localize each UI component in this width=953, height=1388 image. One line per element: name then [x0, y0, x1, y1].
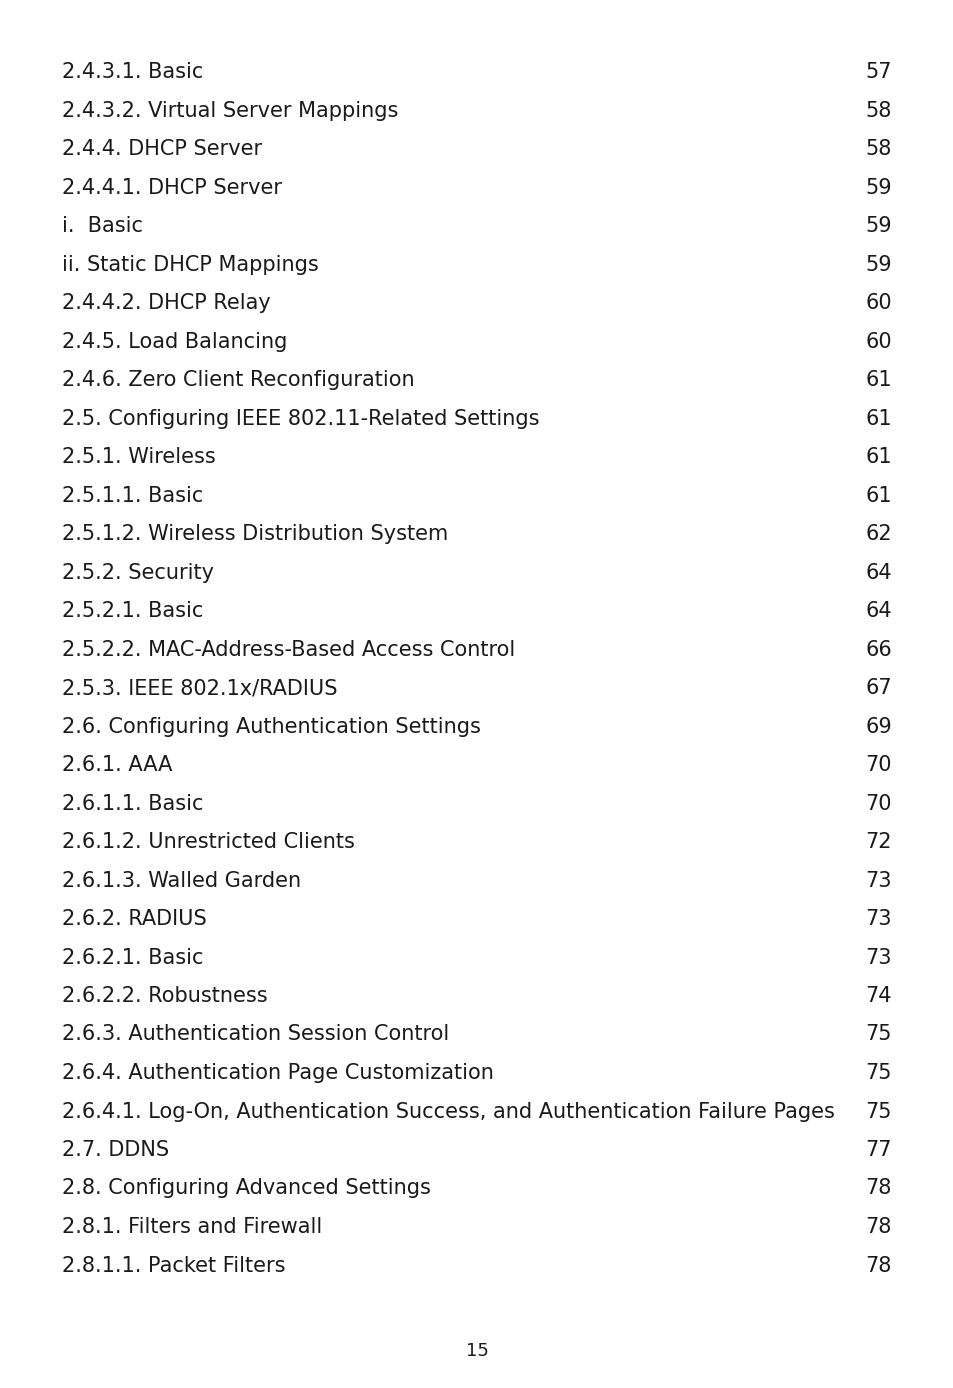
Text: 2.6.1.1. Basic: 2.6.1.1. Basic	[62, 794, 203, 813]
Text: 61: 61	[864, 371, 891, 390]
Text: 2.6.2. RADIUS: 2.6.2. RADIUS	[62, 909, 207, 929]
Text: 66: 66	[864, 640, 891, 659]
Text: 2.4.6. Zero Client Reconfiguration: 2.4.6. Zero Client Reconfiguration	[62, 371, 415, 390]
Text: 78: 78	[864, 1178, 891, 1198]
Text: 2.6.2.1. Basic: 2.6.2.1. Basic	[62, 948, 203, 967]
Text: i.  Basic: i. Basic	[62, 217, 143, 236]
Text: 2.8. Configuring Advanced Settings: 2.8. Configuring Advanced Settings	[62, 1178, 431, 1198]
Text: 60: 60	[864, 332, 891, 351]
Text: 62: 62	[864, 525, 891, 544]
Text: 2.7. DDNS: 2.7. DDNS	[62, 1140, 169, 1160]
Text: 15: 15	[465, 1342, 488, 1360]
Text: 75: 75	[864, 1024, 891, 1045]
Text: 2.6.3. Authentication Session Control: 2.6.3. Authentication Session Control	[62, 1024, 449, 1045]
Text: 2.5.3. IEEE 802.1x/RADIUS: 2.5.3. IEEE 802.1x/RADIUS	[62, 677, 337, 698]
Text: 72: 72	[864, 831, 891, 852]
Text: 67: 67	[864, 677, 891, 698]
Text: 2.6.1. AAA: 2.6.1. AAA	[62, 755, 172, 775]
Text: 2.5.1. Wireless: 2.5.1. Wireless	[62, 447, 215, 466]
Text: 2.8.1. Filters and Firewall: 2.8.1. Filters and Firewall	[62, 1217, 322, 1237]
Text: 2.6.4.1. Log-On, Authentication Success, and Authentication Failure Pages: 2.6.4.1. Log-On, Authentication Success,…	[62, 1102, 834, 1122]
Text: 2.4.3.2. Virtual Server Mappings: 2.4.3.2. Virtual Server Mappings	[62, 100, 398, 121]
Text: 60: 60	[864, 293, 891, 314]
Text: 2.5.2.1. Basic: 2.5.2.1. Basic	[62, 601, 203, 620]
Text: 74: 74	[864, 985, 891, 1006]
Text: 61: 61	[864, 408, 891, 429]
Text: 73: 73	[864, 909, 891, 929]
Text: 2.6.4. Authentication Page Customization: 2.6.4. Authentication Page Customization	[62, 1063, 494, 1083]
Text: 2.8.1.1. Packet Filters: 2.8.1.1. Packet Filters	[62, 1256, 285, 1276]
Text: 61: 61	[864, 447, 891, 466]
Text: 2.5.1.1. Basic: 2.5.1.1. Basic	[62, 486, 203, 505]
Text: 59: 59	[864, 178, 891, 197]
Text: 73: 73	[864, 948, 891, 967]
Text: 2.5. Configuring IEEE 802.11-Related Settings: 2.5. Configuring IEEE 802.11-Related Set…	[62, 408, 539, 429]
Text: 77: 77	[864, 1140, 891, 1160]
Text: 70: 70	[864, 794, 891, 813]
Text: 2.4.4. DHCP Server: 2.4.4. DHCP Server	[62, 139, 262, 160]
Text: 58: 58	[864, 100, 891, 121]
Text: 2.6.2.2. Robustness: 2.6.2.2. Robustness	[62, 985, 268, 1006]
Text: ii. Static DHCP Mappings: ii. Static DHCP Mappings	[62, 254, 318, 275]
Text: 78: 78	[864, 1256, 891, 1276]
Text: 2.6. Configuring Authentication Settings: 2.6. Configuring Authentication Settings	[62, 716, 480, 737]
Text: 2.5.2. Security: 2.5.2. Security	[62, 562, 213, 583]
Text: 64: 64	[864, 601, 891, 620]
Text: 70: 70	[864, 755, 891, 775]
Text: 58: 58	[864, 139, 891, 160]
Text: 2.4.5. Load Balancing: 2.4.5. Load Balancing	[62, 332, 287, 351]
Text: 75: 75	[864, 1063, 891, 1083]
Text: 69: 69	[864, 716, 891, 737]
Text: 2.5.2.2. MAC-Address-Based Access Control: 2.5.2.2. MAC-Address-Based Access Contro…	[62, 640, 515, 659]
Text: 75: 75	[864, 1102, 891, 1122]
Text: 59: 59	[864, 254, 891, 275]
Text: 59: 59	[864, 217, 891, 236]
Text: 57: 57	[864, 62, 891, 82]
Text: 73: 73	[864, 870, 891, 891]
Text: 2.6.1.3. Walled Garden: 2.6.1.3. Walled Garden	[62, 870, 301, 891]
Text: 2.5.1.2. Wireless Distribution System: 2.5.1.2. Wireless Distribution System	[62, 525, 448, 544]
Text: 2.4.4.2. DHCP Relay: 2.4.4.2. DHCP Relay	[62, 293, 271, 314]
Text: 64: 64	[864, 562, 891, 583]
Text: 61: 61	[864, 486, 891, 505]
Text: 78: 78	[864, 1217, 891, 1237]
Text: 2.6.1.2. Unrestricted Clients: 2.6.1.2. Unrestricted Clients	[62, 831, 355, 852]
Text: 2.4.4.1. DHCP Server: 2.4.4.1. DHCP Server	[62, 178, 282, 197]
Text: 2.4.3.1. Basic: 2.4.3.1. Basic	[62, 62, 203, 82]
